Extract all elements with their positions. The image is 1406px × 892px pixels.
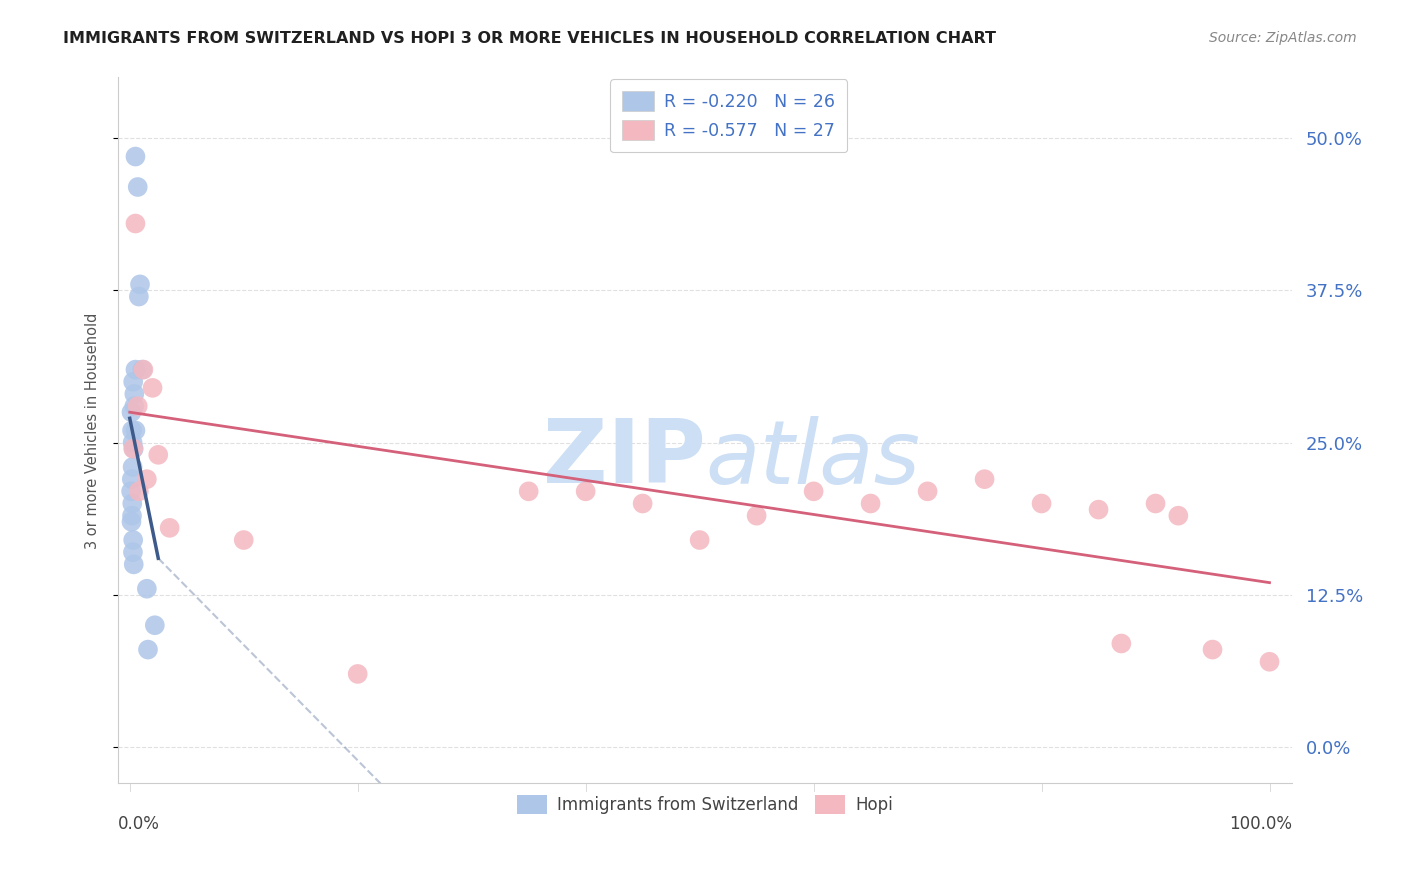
Point <box>122 442 145 456</box>
Point <box>128 289 150 303</box>
Point <box>129 277 152 292</box>
Point <box>1201 642 1223 657</box>
Point <box>141 381 163 395</box>
Point <box>121 508 143 523</box>
Point <box>689 533 711 547</box>
Y-axis label: 3 or more Vehicles in Household: 3 or more Vehicles in Household <box>86 312 100 549</box>
Point <box>122 375 145 389</box>
Point <box>124 424 146 438</box>
Point <box>121 460 143 475</box>
Point <box>136 642 159 657</box>
Point <box>135 472 157 486</box>
Point <box>631 496 654 510</box>
Text: IMMIGRANTS FROM SWITZERLAND VS HOPI 3 OR MORE VEHICLES IN HOUSEHOLD CORRELATION : IMMIGRANTS FROM SWITZERLAND VS HOPI 3 OR… <box>63 31 997 46</box>
Point <box>1167 508 1189 523</box>
Point <box>121 405 143 419</box>
Point <box>121 472 143 486</box>
Point <box>124 362 146 376</box>
Point <box>127 399 149 413</box>
Point <box>132 362 155 376</box>
Point <box>143 618 166 632</box>
Legend: Immigrants from Switzerland, Hopi: Immigrants from Switzerland, Hopi <box>510 789 900 821</box>
Point <box>1031 496 1053 510</box>
Point <box>131 362 153 376</box>
Point <box>148 448 170 462</box>
Point <box>127 180 149 194</box>
Point <box>124 217 146 231</box>
Point <box>122 533 145 547</box>
Point <box>124 150 146 164</box>
Point <box>1111 636 1133 650</box>
Point <box>121 515 143 529</box>
Text: 100.0%: 100.0% <box>1229 815 1292 833</box>
Point <box>121 424 143 438</box>
Point <box>128 484 150 499</box>
Point <box>517 484 540 499</box>
Point <box>803 484 825 499</box>
Point <box>973 472 995 486</box>
Point <box>122 545 145 559</box>
Point <box>124 399 146 413</box>
Point <box>575 484 598 499</box>
Point <box>122 442 145 456</box>
Text: Source: ZipAtlas.com: Source: ZipAtlas.com <box>1209 31 1357 45</box>
Text: atlas: atlas <box>706 416 920 501</box>
Text: 0.0%: 0.0% <box>118 815 160 833</box>
Point <box>745 508 768 523</box>
Point <box>232 533 254 547</box>
Point <box>135 582 157 596</box>
Point <box>122 558 145 572</box>
Point <box>159 521 181 535</box>
Point <box>121 435 143 450</box>
Point <box>859 496 882 510</box>
Point <box>917 484 939 499</box>
Point <box>346 667 368 681</box>
Point <box>1258 655 1281 669</box>
Point <box>1087 502 1109 516</box>
Point <box>124 387 146 401</box>
Point <box>120 484 142 499</box>
Point <box>1144 496 1167 510</box>
Point <box>121 496 143 510</box>
Text: ZIP: ZIP <box>543 415 706 502</box>
